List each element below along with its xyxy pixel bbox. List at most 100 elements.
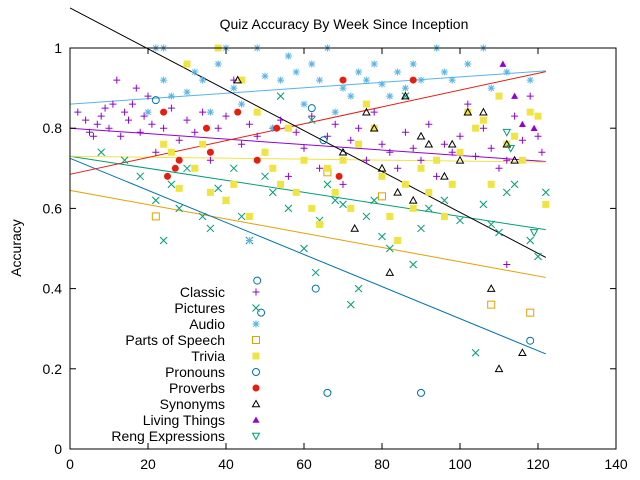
data-point [167,148,175,156]
data-point [331,188,339,196]
data-point [245,212,253,220]
data-point [335,172,343,180]
data-point [526,76,534,84]
data-point [323,388,332,397]
data-point [206,156,214,164]
axis-ticks: 0 20 40 60 80 100 120 140 0 0.2 0.4 0.6 0.8 1 [43,40,628,472]
data-point [128,100,136,108]
fit-line-pronouns [69,157,546,355]
data-point [394,164,402,172]
data-point [167,92,175,100]
data-point [105,124,113,132]
legend-marker-synonyms [251,399,261,408]
legend-label-parts-of-speech: Parts of Speech [125,332,225,348]
data-point [529,229,539,237]
data-point [300,100,308,108]
data-point [257,308,266,317]
data-point [284,204,293,213]
data-point [199,140,207,148]
y-axis-label: Accuracy [8,219,24,277]
data-point [206,188,214,196]
data-point [503,68,511,76]
data-point [191,128,199,136]
data-point [456,132,464,140]
data-point [308,60,316,68]
data-point [136,128,144,136]
data-point [284,172,292,180]
data-point [222,112,230,120]
fit-line-parts-of-speech [69,189,546,278]
legend-label-audio: Audio [189,316,225,332]
data-point [378,80,386,88]
data-point [355,68,363,76]
data-point [86,128,93,136]
fit-line-pictures [69,155,546,231]
data-point [526,336,535,345]
data-point [409,60,417,68]
data-point [464,60,472,68]
data-point [448,76,456,84]
data-point [93,120,101,128]
series-pictures [97,92,550,357]
fit-line-classic [69,127,546,162]
data-point [511,132,519,140]
data-point [495,92,503,100]
data-point [417,164,425,172]
data-point [447,139,457,148]
legend-label-pictures: Pictures [174,300,225,316]
data-point [503,140,511,148]
data-point [401,91,410,100]
data-point [472,124,480,132]
data-point [424,139,434,148]
data-point [503,156,511,164]
data-point [487,144,495,152]
legend-marker-proverbs [252,384,260,392]
x-tick-label: 0 [66,456,74,472]
data-point [377,163,387,172]
data-point [144,92,152,100]
data-point [385,244,394,253]
data-point [97,148,106,157]
data-point [394,236,402,244]
data-point [245,120,253,128]
data-point [160,124,168,132]
data-point [464,108,472,116]
data-point [311,268,320,277]
data-point [471,348,480,357]
data-point [393,187,402,196]
data-point [416,131,426,140]
data-point [425,120,433,128]
data-point [316,164,324,172]
chart-title: Quiz Accuracy By Week Since Inception [220,16,469,32]
data-point [347,92,355,100]
data-point [74,108,82,116]
data-point [339,76,347,84]
data-point [510,180,519,189]
data-point [323,180,332,189]
data-point [362,107,371,116]
data-point [502,139,512,148]
data-point [479,107,488,116]
data-point [238,76,246,84]
legend-label-pronouns: Pronouns [165,364,225,380]
data-point [148,120,156,128]
data-point [526,236,535,245]
data-point [347,136,355,144]
data-point [292,68,300,76]
data-point [456,216,464,225]
data-point [355,124,363,132]
data-point [276,92,285,100]
data-point [440,212,448,220]
data-point [120,156,129,165]
data-point [518,156,526,164]
data-point [370,108,378,116]
data-point [541,188,550,197]
data-point [230,84,238,92]
x-tick-label: 20 [140,456,156,472]
data-point [159,236,168,245]
data-point [378,172,386,180]
data-point [183,60,191,68]
data-point [370,60,378,68]
data-point [331,196,340,205]
